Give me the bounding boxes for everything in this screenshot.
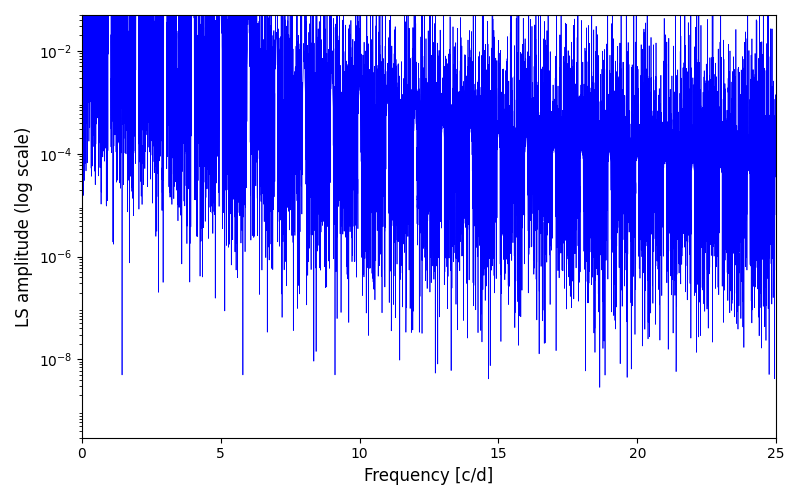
Y-axis label: LS amplitude (log scale): LS amplitude (log scale) [15, 126, 33, 326]
X-axis label: Frequency [c/d]: Frequency [c/d] [364, 467, 494, 485]
